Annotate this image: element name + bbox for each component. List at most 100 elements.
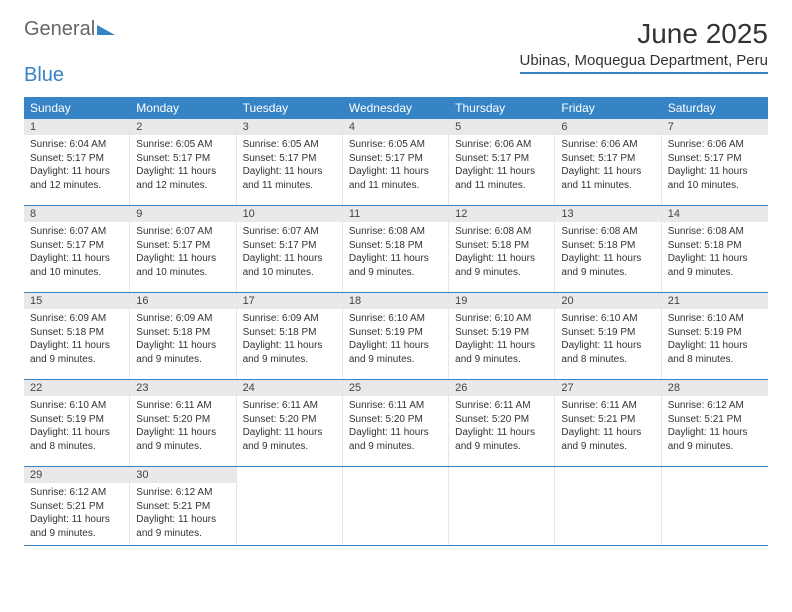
day-cell: 7Sunrise: 6:06 AMSunset: 5:17 PMDaylight… (662, 119, 768, 205)
sunrise-text: Sunrise: 6:07 AM (136, 225, 229, 239)
sunrise-text: Sunrise: 6:12 AM (30, 486, 123, 500)
daylight-text: and 9 minutes. (455, 440, 548, 454)
day-number: 11 (343, 206, 448, 222)
day-cell: 11Sunrise: 6:08 AMSunset: 5:18 PMDayligh… (343, 206, 449, 292)
day-number: 25 (343, 380, 448, 396)
daylight-text: Daylight: 11 hours (561, 165, 654, 179)
day-cell: 15Sunrise: 6:09 AMSunset: 5:18 PMDayligh… (24, 293, 130, 379)
day-cell: 24Sunrise: 6:11 AMSunset: 5:20 PMDayligh… (237, 380, 343, 466)
sunrise-text: Sunrise: 6:09 AM (243, 312, 336, 326)
day-number: 3 (237, 119, 342, 135)
day-number: 15 (24, 293, 129, 309)
day-content: Sunrise: 6:05 AMSunset: 5:17 PMDaylight:… (130, 135, 235, 195)
sunrise-text: Sunrise: 6:09 AM (136, 312, 229, 326)
sunrise-text: Sunrise: 6:11 AM (349, 399, 442, 413)
sunrise-text: Sunrise: 6:12 AM (136, 486, 229, 500)
sunset-text: Sunset: 5:17 PM (243, 239, 336, 253)
sunset-text: Sunset: 5:21 PM (561, 413, 654, 427)
day-number: 6 (555, 119, 660, 135)
daylight-text: and 9 minutes. (243, 440, 336, 454)
sunset-text: Sunset: 5:18 PM (349, 239, 442, 253)
day-content: Sunrise: 6:12 AMSunset: 5:21 PMDaylight:… (130, 483, 235, 543)
daylight-text: Daylight: 11 hours (136, 513, 229, 527)
sunrise-text: Sunrise: 6:10 AM (561, 312, 654, 326)
weekday-saturday: Saturday (662, 97, 768, 119)
sunrise-text: Sunrise: 6:11 AM (243, 399, 336, 413)
daylight-text: Daylight: 11 hours (243, 339, 336, 353)
sunrise-text: Sunrise: 6:06 AM (561, 138, 654, 152)
daylight-text: Daylight: 11 hours (136, 165, 229, 179)
day-cell (237, 467, 343, 545)
sunset-text: Sunset: 5:17 PM (561, 152, 654, 166)
sunrise-text: Sunrise: 6:10 AM (668, 312, 762, 326)
day-number: 29 (24, 467, 129, 483)
daylight-text: Daylight: 11 hours (455, 339, 548, 353)
day-cell: 6 Sunrise: 6:06 AMSunset: 5:17 PMDaylight… (555, 119, 661, 205)
sunrise-text: Sunrise: 6:11 AM (455, 399, 548, 413)
daylight-text: and 10 minutes. (30, 266, 123, 280)
daylight-text: Daylight: 11 hours (668, 165, 762, 179)
weekday-tuesday: Tuesday (237, 97, 343, 119)
daylight-text: and 12 minutes. (136, 179, 229, 193)
day-content: Sunrise: 6:07 AMSunset: 5:17 PMDaylight:… (130, 222, 235, 282)
sunset-text: Sunset: 5:18 PM (243, 326, 336, 340)
day-cell: 12Sunrise: 6:08 AMSunset: 5:18 PMDayligh… (449, 206, 555, 292)
sunset-text: Sunset: 5:20 PM (243, 413, 336, 427)
weekday-monday: Monday (130, 97, 236, 119)
sunset-text: Sunset: 5:20 PM (349, 413, 442, 427)
day-number: 18 (343, 293, 448, 309)
daylight-text: Daylight: 11 hours (30, 513, 123, 527)
weekday-friday: Friday (555, 97, 661, 119)
day-cell: 14Sunrise: 6:08 AMSunset: 5:18 PMDayligh… (662, 206, 768, 292)
daylight-text: Daylight: 11 hours (30, 426, 123, 440)
daylight-text: and 9 minutes. (30, 527, 123, 541)
daylight-text: Daylight: 11 hours (668, 339, 762, 353)
daylight-text: Daylight: 11 hours (136, 426, 229, 440)
day-cell: 30Sunrise: 6:12 AMSunset: 5:21 PMDayligh… (130, 467, 236, 545)
sunrise-text: Sunrise: 6:06 AM (455, 138, 548, 152)
day-content: Sunrise: 6:09 AMSunset: 5:18 PMDaylight:… (24, 309, 129, 369)
day-number: 13 (555, 206, 660, 222)
day-content: Sunrise: 6:05 AMSunset: 5:17 PMDaylight:… (237, 135, 342, 195)
day-cell: 21Sunrise: 6:10 AMSunset: 5:19 PMDayligh… (662, 293, 768, 379)
day-cell: 19Sunrise: 6:10 AMSunset: 5:19 PMDayligh… (449, 293, 555, 379)
week-row: 22Sunrise: 6:10 AMSunset: 5:19 PMDayligh… (24, 380, 768, 467)
day-content: Sunrise: 6:10 AMSunset: 5:19 PMDaylight:… (662, 309, 768, 369)
daylight-text: and 9 minutes. (349, 266, 442, 280)
day-cell: 4Sunrise: 6:05 AMSunset: 5:17 PMDaylight… (343, 119, 449, 205)
week-row: 1Sunrise: 6:04 AMSunset: 5:17 PMDaylight… (24, 119, 768, 206)
daylight-text: and 9 minutes. (668, 266, 762, 280)
weekday-wednesday: Wednesday (343, 97, 449, 119)
logo-text-general: General (24, 18, 95, 41)
sunrise-text: Sunrise: 6:10 AM (30, 399, 123, 413)
daylight-text: Daylight: 11 hours (455, 252, 548, 266)
daylight-text: and 11 minutes. (243, 179, 336, 193)
day-number: 28 (662, 380, 768, 396)
day-number: 8 (24, 206, 129, 222)
sunrise-text: Sunrise: 6:08 AM (455, 225, 548, 239)
day-cell (555, 467, 661, 545)
day-number: 22 (24, 380, 129, 396)
daylight-text: Daylight: 11 hours (243, 165, 336, 179)
sunset-text: Sunset: 5:19 PM (455, 326, 548, 340)
day-content: Sunrise: 6:10 AMSunset: 5:19 PMDaylight:… (343, 309, 448, 369)
daylight-text: Daylight: 11 hours (561, 252, 654, 266)
sunset-text: Sunset: 5:18 PM (561, 239, 654, 253)
sunrise-text: Sunrise: 6:10 AM (349, 312, 442, 326)
daylight-text: Daylight: 11 hours (30, 252, 123, 266)
daylight-text: Daylight: 11 hours (349, 426, 442, 440)
day-cell: 20Sunrise: 6:10 AMSunset: 5:19 PMDayligh… (555, 293, 661, 379)
day-content: Sunrise: 6:09 AMSunset: 5:18 PMDaylight:… (237, 309, 342, 369)
day-number: 1 (24, 119, 129, 135)
day-content: Sunrise: 6:11 AMSunset: 5:20 PMDaylight:… (449, 396, 554, 456)
sunset-text: Sunset: 5:18 PM (136, 326, 229, 340)
daylight-text: and 10 minutes. (136, 266, 229, 280)
day-content: Sunrise: 6:09 AMSunset: 5:18 PMDaylight:… (130, 309, 235, 369)
daylight-text: and 10 minutes. (243, 266, 336, 280)
daylight-text: Daylight: 11 hours (136, 252, 229, 266)
day-number: 14 (662, 206, 768, 222)
day-content: Sunrise: 6:11 AMSunset: 5:21 PMDaylight:… (555, 396, 660, 456)
day-content: Sunrise: 6:04 AMSunset: 5:17 PMDaylight:… (24, 135, 129, 195)
day-number: 21 (662, 293, 768, 309)
sunset-text: Sunset: 5:19 PM (561, 326, 654, 340)
